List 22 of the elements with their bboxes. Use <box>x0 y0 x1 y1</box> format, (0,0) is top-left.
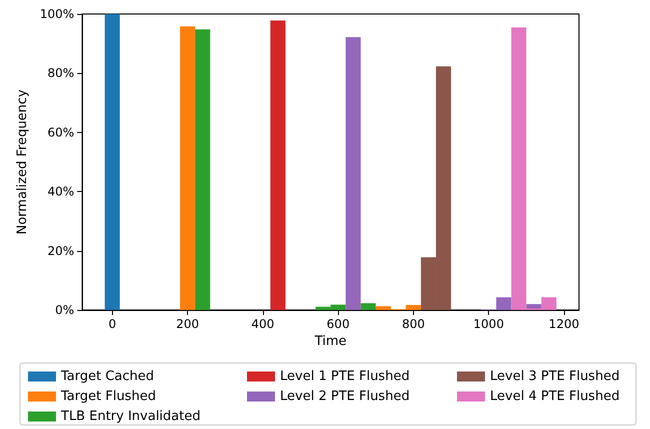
legend-label: Target Cached <box>60 369 154 384</box>
legend-label: Target Flushed <box>60 389 156 404</box>
legend-label: Level 2 PTE Flushed <box>280 389 410 404</box>
y-tick-label: 20% <box>48 244 74 258</box>
legend-label: Level 1 PTE Flushed <box>280 369 410 384</box>
legend-label: Level 4 PTE Flushed <box>490 389 620 404</box>
y-tick-label: 80% <box>48 66 74 80</box>
x-tick-label: 800 <box>402 317 425 331</box>
x-tick-label: 200 <box>176 317 200 331</box>
x-axis-title: Time <box>314 334 347 349</box>
x-tick-label: 1200 <box>548 317 580 331</box>
legend-label: TLB Entry Invalidated <box>60 409 200 424</box>
legend-label: Level 3 PTE Flushed <box>490 369 620 384</box>
y-tick-label: 100% <box>40 7 74 21</box>
x-tick-label: 600 <box>326 317 350 331</box>
y-tick-label: 0% <box>55 303 74 317</box>
x-tick-label: 1000 <box>473 317 504 331</box>
y-tick-label: 60% <box>48 125 74 140</box>
y-tick-label: 40% <box>48 184 74 199</box>
x-tick-label: 0 <box>108 317 116 331</box>
x-tick-label: 400 <box>251 317 274 331</box>
y-axis-title: Normalized Frequency <box>15 89 30 235</box>
